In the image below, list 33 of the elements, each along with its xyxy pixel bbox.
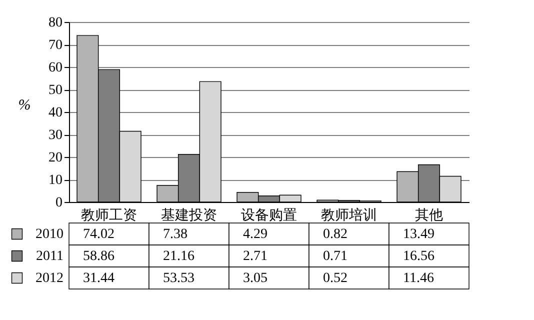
legend-label: 2012	[36, 271, 64, 286]
data-label: 11.46	[403, 271, 434, 286]
data-label: 53.53	[163, 271, 194, 286]
y-tick-label: 60	[48, 60, 62, 76]
legend-label: 2011	[36, 249, 64, 264]
y-tick-label: 80	[48, 16, 62, 30]
data-label: 0.52	[323, 271, 348, 286]
data-label: 7.38	[163, 227, 188, 242]
data-label: 31.44	[83, 271, 114, 286]
data-label: 13.49	[403, 227, 434, 242]
data-label: 2.71	[243, 249, 268, 264]
data-label: 0.82	[323, 227, 348, 242]
data-label: 3.05	[243, 271, 268, 286]
x-tick-label: 其他	[415, 208, 443, 224]
x-tick-label: 基建投资	[161, 208, 217, 224]
x-tick-label: 教师工资	[81, 208, 137, 224]
data-label: 21.16	[163, 249, 194, 264]
y-tick-label: 70	[48, 38, 62, 53]
y-tick-label: 20	[48, 150, 62, 166]
legend-label: 2010	[36, 227, 64, 242]
y-tick-label: 30	[48, 128, 62, 143]
data-label: 0.71	[323, 249, 348, 264]
data-label: 16.56	[403, 249, 434, 264]
y-tick-label: 0	[56, 196, 62, 210]
y-axis-title: %	[18, 98, 31, 114]
x-tick-label: 设备购置	[241, 208, 297, 224]
y-tick-label: 50	[48, 83, 62, 98]
x-tick-label: 教师培训	[321, 208, 377, 224]
data-label: 4.29	[243, 227, 268, 242]
data-label: 74.02	[83, 227, 114, 242]
y-tick-label: 40	[48, 106, 62, 120]
y-tick-label: 10	[48, 173, 62, 188]
data-label: 58.86	[83, 249, 114, 264]
